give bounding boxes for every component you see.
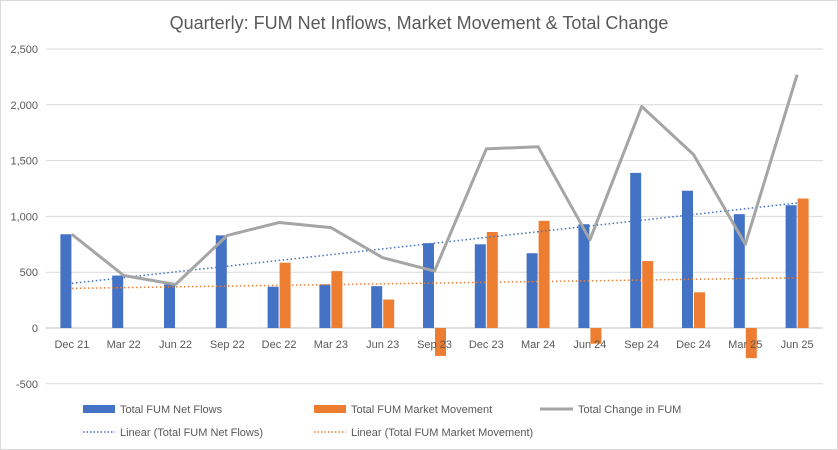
bar-net-flows (60, 234, 72, 328)
x-tick-label: Mar 25 (728, 339, 762, 351)
y-tick-label: 500 (20, 267, 38, 279)
bar-market-movement (642, 261, 654, 328)
legend-label-net-flows: Total FUM Net Flows (120, 404, 223, 416)
bar-net-flows (215, 235, 227, 328)
x-tick-label: Jun 24 (573, 339, 606, 351)
bar-market-movement (590, 328, 602, 344)
bar-market-movement (538, 220, 550, 328)
bar-net-flows (164, 284, 175, 328)
bar-net-flows (578, 224, 590, 328)
legend: Total FUM Net Flows Total FUM Market Mov… (83, 404, 681, 439)
series-lines (70, 74, 799, 286)
legend-item-linear-net-flows: Linear (Total FUM Net Flows) (83, 427, 263, 439)
x-tick-label: Dec 22 (262, 339, 297, 351)
trendline-net-flows (71, 202, 798, 285)
bar-net-flows (733, 214, 745, 328)
legend-item-linear-market-movement: Linear (Total FUM Market Movement) (314, 427, 533, 439)
x-tick-label: Jun 25 (781, 339, 814, 351)
x-tick-label: Mar 23 (314, 339, 348, 351)
bar-net-flows (474, 244, 486, 328)
bar-market-movement (279, 262, 291, 328)
y-tick-label: 1,000 (10, 211, 38, 223)
bar-net-flows (267, 286, 279, 328)
x-tick-label: Sep 23 (417, 339, 452, 351)
line-total-change (70, 74, 799, 286)
bar-net-flows (423, 243, 434, 328)
bar-market-movement (486, 232, 498, 328)
bar-net-flows (526, 253, 538, 328)
y-tick-label: 1,500 (10, 156, 38, 168)
x-tick-label: Dec 23 (469, 339, 504, 351)
y-tick-label: -500 (16, 379, 38, 391)
trendline-market-movement (71, 277, 798, 290)
legend-item-total-change: Total Change in FUM (540, 404, 681, 416)
x-tick-label: Sep 24 (624, 339, 659, 351)
legend-swatch-market-movement (314, 405, 346, 413)
y-axis-ticks: -500 0 500 1,000 1,500 2,000 2,500 (10, 44, 38, 391)
legend-label-linear-net-flows: Linear (Total FUM Net Flows) (120, 427, 263, 439)
bar-market-movement (797, 198, 809, 328)
chart-title: Quarterly: FUM Net Inflows, Market Movem… (170, 13, 669, 33)
bar-market-movement (694, 292, 705, 328)
bars (60, 172, 809, 359)
bar-net-flows (319, 284, 331, 328)
legend-item-market-movement: Total FUM Market Movement (314, 404, 492, 416)
bar-market-movement (331, 271, 343, 328)
bar-net-flows (785, 205, 797, 328)
y-tick-label: 2,500 (10, 44, 38, 56)
x-tick-label: Dec 24 (676, 339, 711, 351)
bar-market-movement (435, 328, 446, 356)
x-tick-label: Jun 23 (366, 339, 399, 351)
x-axis-ticks: Dec 21 Mar 22 Jun 22 Sep 22 Dec 22 Mar 23 Jun … (54, 339, 813, 351)
bar-net-flows (630, 172, 642, 328)
x-tick-label: Mar 24 (521, 339, 555, 351)
legend-item-net-flows: Total FUM Net Flows (83, 404, 223, 416)
bar-market-movement (383, 299, 395, 328)
bar-net-flows (371, 286, 383, 328)
gridlines (46, 48, 823, 385)
legend-label-linear-market-movement: Linear (Total FUM Market Movement) (351, 427, 533, 439)
x-tick-label: Dec 21 (54, 339, 89, 351)
bar-net-flows (112, 275, 124, 328)
y-tick-label: 2,000 (10, 100, 38, 112)
x-tick-label: Sep 22 (210, 339, 245, 351)
legend-label-market-movement: Total FUM Market Movement (351, 404, 492, 416)
bar-net-flows (682, 190, 693, 328)
legend-swatch-net-flows (83, 405, 115, 413)
trendlines (71, 202, 798, 290)
legend-label-total-change: Total Change in FUM (578, 404, 681, 416)
y-tick-label: 0 (32, 323, 38, 335)
bar-market-movement (745, 328, 757, 359)
x-tick-label: Mar 22 (107, 339, 141, 351)
x-tick-label: Jun 22 (159, 339, 192, 351)
